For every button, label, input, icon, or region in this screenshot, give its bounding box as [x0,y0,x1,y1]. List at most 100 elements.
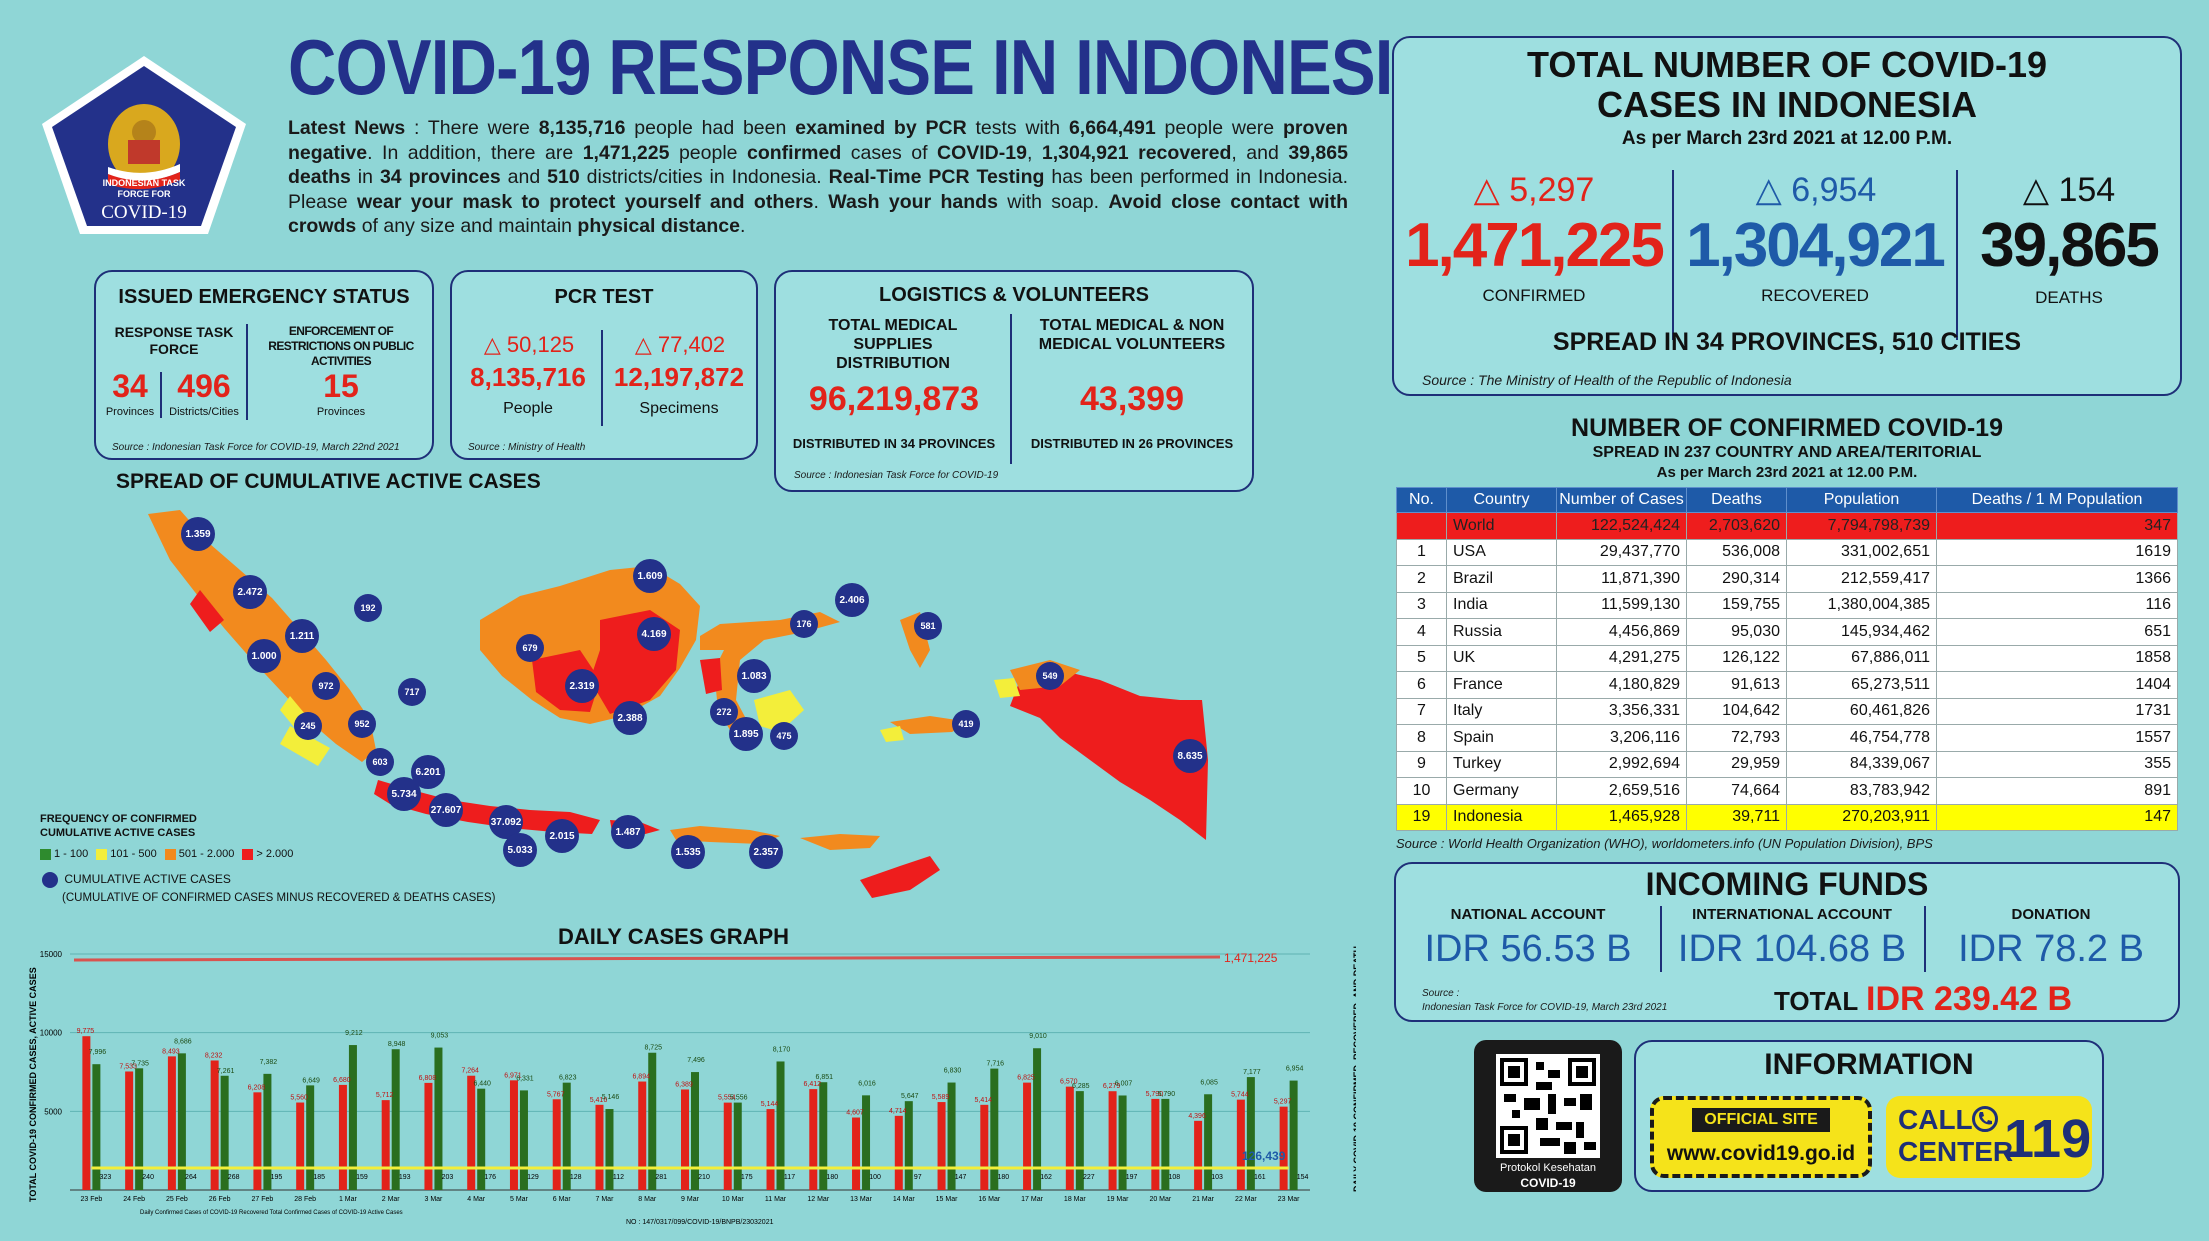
total-confirmed-line [73,955,1221,962]
map-marker: 679 [516,634,544,662]
pcr-specimens-count: 12,197,872 [613,362,745,392]
table-row: World 122,524,424 2,703,620 7,794,798,739 34… [1396,512,2178,540]
map-dot-legend: CUMULATIVE ACTIVE CASES [42,872,231,888]
map-marker: 2.319 [565,669,599,703]
table-cell: 67,886,011 [1786,644,1937,672]
death-label: 154 [1297,1174,1309,1181]
chart-ylabel-left: TOTAL COVID-19 CONFIRMED CASES, ACTIVE C… [28,967,38,1202]
table-row: 9 Turkey 2,992,694 29,959 84,339,067 355 [1396,750,2178,778]
chart-xtick-label: 20 Mar [1149,1196,1171,1203]
chart-xtick-label: 12 Mar [807,1196,829,1203]
recovered-bar [1204,1094,1213,1190]
death-label: 103 [1211,1174,1223,1181]
chart-legend: Daily Confirmed Cases of COVID-19 Recove… [140,1210,403,1216]
recovered-bar-label: 6,954 [1286,1066,1304,1073]
death-label: 112 [613,1174,624,1181]
map-marker: 419 [952,710,980,738]
confirmed-bar [210,1060,219,1190]
deaths-label: DEATHS [2035,288,2103,307]
map-marker: 581 [914,612,942,640]
logistics-supplies-distributed: DISTRIBUTED IN 34 PROVINCES [792,436,996,451]
deaths-total: 39,865 [1980,211,2160,280]
table-cell: 3 [1396,591,1447,619]
map-marker: 549 [1036,662,1064,690]
world-table-header: No. Country Number of Cases Deaths Populatio… [1396,487,2178,513]
confirmed-bar-label: 6,971 [504,1072,522,1079]
official-site-badge[interactable]: OFFICIAL SITE www.covid19.go.id [1650,1096,1872,1178]
confirmed-bar-label: 5,589 [932,1094,950,1101]
confirmed-bar [552,1099,561,1190]
confirmed-bar [1236,1099,1245,1190]
recovered-bar-label: 7,177 [1243,1069,1261,1076]
map-marker: 603 [366,748,394,776]
table-cell: Brazil [1446,565,1557,593]
logistics-source: Source : Indonesian Task Force for COVID… [794,470,999,481]
map-marker: 27.607 [429,793,463,827]
confirmed-increase: △ 5,297 [1473,171,1595,209]
table-cell: 83,783,942 [1786,777,1937,805]
confirmed-bar [1023,1082,1032,1190]
confirmed-label: CONFIRMED [1482,286,1586,305]
table-cell: 95,030 [1686,618,1787,646]
death-label: 281 [655,1174,667,1181]
table-cell: 270,203,911 [1786,803,1937,831]
confirmed-bar [253,1092,262,1190]
funds-donation-value: IDR 78.2 B [1958,928,2144,970]
table-cell: 331,002,651 [1786,538,1937,566]
table-cell: UK [1446,644,1557,672]
table-cell: 29,437,770 [1556,538,1687,566]
table-cell: Indonesia [1446,803,1557,831]
qr-code-card[interactable]: Protokol Kesehatan COVID-19 [1474,1040,1622,1192]
chart-xtick-label: 14 Mar [893,1196,915,1203]
legend-swatch [40,848,51,860]
table-cell: 126,122 [1686,644,1787,672]
map-marker: 972 [312,672,340,700]
phone-icon [1972,1106,1998,1132]
map-marker: 8.635 [1173,739,1207,773]
recovered-bar [648,1052,657,1190]
logistics-supplies-header: TOTAL MEDICAL SUPPLIES DISTRIBUTION [828,317,958,372]
recovered-bar-label: 8,725 [644,1045,662,1052]
recovered-bar [733,1102,742,1190]
death-label: 100 [869,1174,881,1181]
confirmed-bar [296,1102,305,1190]
funds-title: INCOMING FUNDS [1645,866,1929,902]
recovered-bar [1161,1098,1170,1190]
pcr-specimens-increase: △ 77,402 [634,332,726,357]
official-site-label: OFFICIAL SITE [1704,1111,1818,1128]
confirmed-bar [1108,1091,1117,1190]
confirmed-bar [1065,1086,1074,1190]
table-cell: 122,524,424 [1556,512,1687,540]
table-cell: 3,356,331 [1556,697,1687,725]
death-label: 129 [527,1174,539,1181]
map-marker: 952 [348,710,376,738]
map-legend-title-2: CUMULATIVE ACTIVE CASES [40,827,196,839]
map-marker: 1.535 [671,835,705,869]
call-center-badge[interactable]: CALL CENTER 119 [1886,1096,2092,1178]
confirmed-bar [723,1102,732,1190]
funds-international-value: IDR 104.68 B [1677,928,1907,970]
map-marker: 176 [790,610,818,638]
table-cell: 4,291,275 [1556,644,1687,672]
confirmed-bar-label: 9,775 [77,1028,95,1035]
chart-xtick-label: 5 Mar [510,1196,529,1203]
confirmed-bar-label: 8,493 [162,1048,180,1055]
call-number[interactable]: 119 [2004,1109,2092,1169]
increase-icon: △ [1755,171,1782,209]
funds-total-value: IDR 239.42 B [1866,980,2072,1018]
map-legend-title-1: FREQUENCY OF CONFIRMED [40,813,197,825]
death-label: 108 [1169,1174,1181,1181]
confirmed-bar [809,1089,818,1190]
confirmed-bar [638,1081,647,1190]
recovered-bar [1033,1048,1042,1190]
recovered-bar-label: 7,496 [687,1057,705,1064]
map-marker: 245 [294,712,322,740]
death-label: 162 [1040,1174,1052,1181]
death-label: 175 [741,1174,753,1181]
recovered-bar-label: 6,830 [944,1068,962,1075]
table-cell: 2,992,694 [1556,750,1687,778]
qr-code [1496,1054,1600,1158]
table-cell: 147 [1936,803,2178,831]
official-site-url[interactable]: www.covid19.go.id [1666,1142,1856,1165]
map-marker: 1.359 [181,517,215,551]
